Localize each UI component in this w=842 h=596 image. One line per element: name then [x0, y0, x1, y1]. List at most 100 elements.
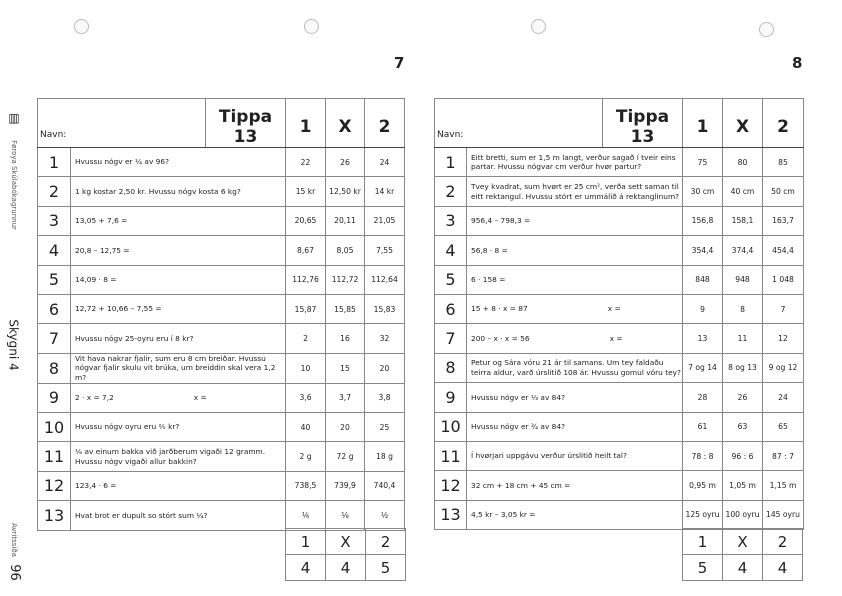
sheet-title: Tippa 13 — [205, 98, 286, 148]
answer-option-x[interactable]: 20,11 — [325, 205, 365, 237]
answer-option-x[interactable]: 26 — [722, 382, 763, 413]
answer-option-2[interactable]: 740,4 — [364, 470, 405, 502]
answer-option-2[interactable]: 112,64 — [364, 264, 405, 295]
question-number: 4 — [434, 235, 467, 266]
book-title: Skygni 4 — [7, 319, 21, 371]
question-text-cell: Hvussu nógv er ⅓ av 84? — [466, 382, 683, 413]
answer-option-2[interactable]: 65 — [762, 411, 804, 442]
answer-option-1[interactable]: 15 kr — [285, 176, 326, 207]
sheet-title: Tippa 13 — [602, 98, 683, 148]
answer-option-x[interactable]: 11 — [722, 323, 763, 354]
answer-option-2[interactable]: 15,83 — [364, 293, 405, 325]
answer-option-x[interactable]: 158,1 — [722, 205, 763, 237]
answer-option-x[interactable]: 8 og 13 — [722, 352, 763, 384]
question-text: Vit hava nakrar fjalir, sum eru 8 cm bre… — [75, 353, 276, 382]
answer-option-x[interactable]: 3,7 — [325, 382, 365, 414]
answer-option-1[interactable]: 15,87 — [285, 293, 326, 325]
answer-option-1[interactable]: 20,65 — [285, 205, 326, 237]
answer-option-1[interactable]: 112,76 — [285, 264, 326, 295]
answer-option-1[interactable]: 848 — [682, 264, 723, 295]
answer-option-x[interactable]: 72 g — [325, 441, 365, 472]
quiz-table: Navn: Tippa 13 1 X 2 1 Hvussu nógv er ¼ … — [37, 98, 405, 531]
question-text-cell: Í hvørjari uppgávu verður úrslitið heilt… — [466, 440, 683, 472]
answer-option-x[interactable]: 8 — [722, 293, 763, 325]
answer-option-x[interactable]: 20 — [325, 411, 365, 443]
answer-option-2[interactable]: 24 — [762, 382, 804, 413]
answer-option-1[interactable]: 738,5 — [285, 470, 326, 502]
answer-option-x[interactable]: 96 : 6 — [722, 440, 763, 472]
answer-option-1[interactable]: 125 oyru — [682, 499, 723, 531]
question-text: 20,8 – 12,75 = — [75, 245, 130, 255]
answer-option-x[interactable]: 40 cm — [722, 176, 763, 207]
answer-option-2[interactable]: 12 — [762, 323, 804, 354]
answer-option-2[interactable]: 9 og 12 — [762, 352, 804, 384]
answer-option-2[interactable]: 7 — [762, 293, 804, 325]
answer-option-1[interactable]: 354,4 — [682, 235, 723, 266]
answer-option-2[interactable]: 454,4 — [762, 235, 804, 266]
answer-option-2[interactable]: 145 oyru — [762, 499, 804, 531]
answer-option-1[interactable]: 78 : 8 — [682, 440, 723, 472]
answer-option-2[interactable]: 14 kr — [364, 176, 405, 207]
answer-option-2[interactable]: ½ — [364, 500, 405, 531]
answer-option-1[interactable]: 0,95 m — [682, 470, 723, 501]
answer-option-1[interactable]: 40 — [285, 411, 326, 443]
question-number: 9 — [434, 382, 467, 413]
answer-option-1[interactable]: 13 — [682, 323, 723, 354]
answer-option-2[interactable]: 25 — [364, 411, 405, 443]
answer-option-2[interactable]: 163,7 — [762, 205, 804, 237]
question-number: 3 — [434, 205, 467, 237]
answer-option-1[interactable]: 2 g — [285, 441, 326, 472]
answer-option-2[interactable]: 87 : 7 — [762, 440, 804, 472]
question-text-cell: Hvat brot er dupult so stórt sum ¼? — [70, 500, 286, 531]
answer-option-x[interactable]: 12,50 kr — [325, 176, 365, 207]
answer-option-x[interactable]: 16 — [325, 323, 365, 354]
answer-option-x[interactable]: 15 — [325, 352, 365, 384]
answer-option-x[interactable]: ⅛ — [325, 500, 365, 531]
question-text: Hvussu nógv 25-oyru eru í 8 kr? — [75, 333, 194, 343]
answer-option-2[interactable]: 3,8 — [364, 382, 405, 414]
question-row: 3 956,4 – 798,3 = 156,8 158,1 163,7 — [434, 205, 804, 237]
answer-option-1[interactable]: 28 — [682, 382, 723, 413]
answer-option-2[interactable]: 1 048 — [762, 264, 804, 295]
answer-option-2[interactable]: 21,05 — [364, 205, 405, 237]
answer-option-x[interactable]: 26 — [325, 146, 365, 178]
answer-option-2[interactable]: 50 cm — [762, 176, 804, 207]
answer-option-2[interactable]: 7,55 — [364, 235, 405, 266]
answer-option-1[interactable]: 10 — [285, 352, 326, 384]
answer-option-x[interactable]: 100 oyru — [722, 499, 763, 531]
name-field[interactable]: Navn: — [37, 98, 206, 148]
answer-option-1[interactable]: 3,6 — [285, 382, 326, 414]
answer-option-x[interactable]: 948 — [722, 264, 763, 295]
answer-option-2[interactable]: 85 — [762, 146, 804, 178]
answer-option-x[interactable]: 739,9 — [325, 470, 365, 502]
answer-option-x[interactable]: 8,05 — [325, 235, 365, 266]
answer-option-x[interactable]: 1,05 m — [722, 470, 763, 501]
question-number: 10 — [37, 411, 71, 443]
answer-option-2[interactable]: 32 — [364, 323, 405, 354]
answer-option-x[interactable]: 374,4 — [722, 235, 763, 266]
answer-option-2[interactable]: 20 — [364, 352, 405, 384]
binder-hole — [304, 19, 319, 34]
answer-option-x[interactable]: 15,85 — [325, 293, 365, 325]
answer-option-1[interactable]: 30 cm — [682, 176, 723, 207]
answer-option-x[interactable]: 112,72 — [325, 264, 365, 295]
answer-option-1[interactable]: ⅙ — [285, 500, 326, 531]
answer-option-1[interactable]: 61 — [682, 411, 723, 442]
answer-option-1[interactable]: 75 — [682, 146, 723, 178]
answer-option-x[interactable]: 63 — [722, 411, 763, 442]
answer-option-2[interactable]: 24 — [364, 146, 405, 178]
answer-option-1[interactable]: 9 — [682, 293, 723, 325]
answer-option-2[interactable]: 18 g — [364, 441, 405, 472]
answer-option-1[interactable]: 8,67 — [285, 235, 326, 266]
answer-option-1[interactable]: 2 — [285, 323, 326, 354]
answer-option-1[interactable]: 22 — [285, 146, 326, 178]
question-number: 4 — [37, 235, 71, 266]
answer-option-1[interactable]: 7 og 14 — [682, 352, 723, 384]
question-text: 956,4 – 798,3 = — [471, 216, 531, 226]
name-field[interactable]: Navn: — [434, 98, 603, 148]
answer-option-2[interactable]: 1,15 m — [762, 470, 804, 501]
answer-option-x[interactable]: 80 — [722, 146, 763, 178]
question-text-cell: 2 · x = 7,2 x = — [70, 382, 286, 414]
answer-option-1[interactable]: 156,8 — [682, 205, 723, 237]
